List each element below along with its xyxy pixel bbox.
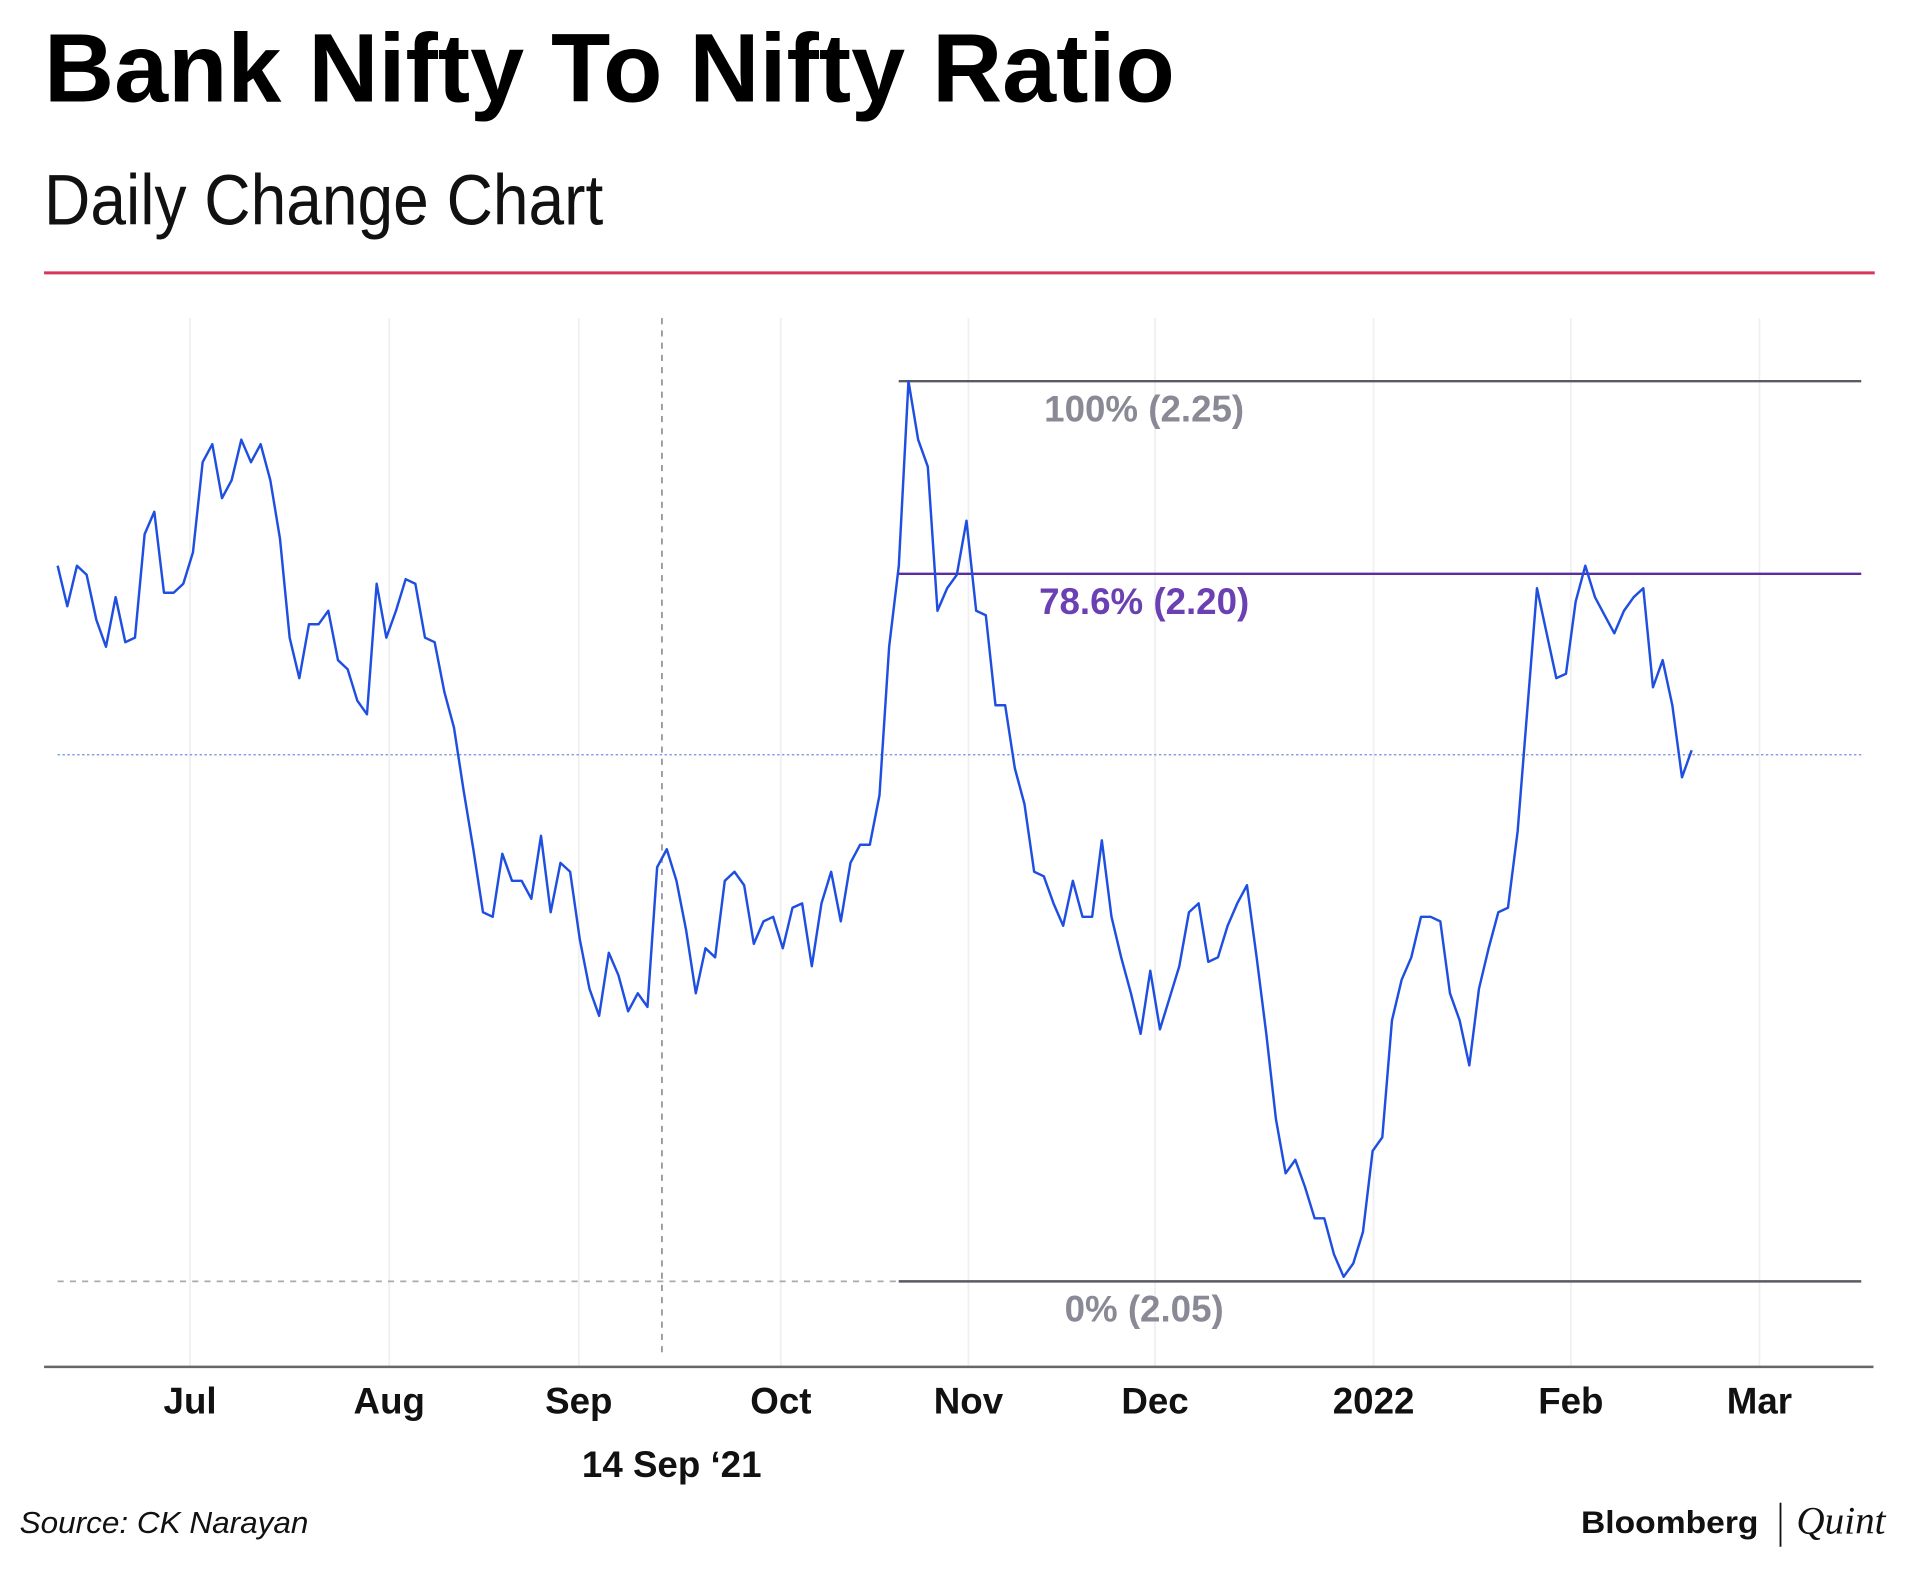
level-label: 0% (2.05) (1065, 1289, 1224, 1330)
level-label: 100% (2.25) (1044, 388, 1244, 429)
x-tick-label: Sep (545, 1380, 612, 1421)
brand-name: Bloomberg (1581, 1504, 1758, 1540)
x-tick-label: 2022 (1333, 1380, 1415, 1421)
chart-title: Bank Nifty To Nifty Ratio (44, 13, 1175, 123)
x-tick-label: Mar (1727, 1380, 1792, 1421)
data-line (56, 379, 1693, 1279)
brand-name: Quint (1796, 1500, 1886, 1543)
x-tick-label: Dec (1121, 1380, 1188, 1421)
level-label: 78.6% (2.20) (1039, 581, 1249, 622)
x-tick-label: Oct (750, 1380, 811, 1421)
x-tick-label: Feb (1538, 1380, 1603, 1421)
x-tick-label: Jul (164, 1380, 217, 1421)
date-marker-label: 14 Sep ‘21 (582, 1444, 762, 1485)
x-tick-label: Aug (354, 1380, 425, 1421)
chart-subtitle: Daily Change Chart (44, 161, 603, 240)
x-tick-label: Nov (934, 1380, 1004, 1421)
source: Source: CK Narayan (20, 1506, 309, 1540)
